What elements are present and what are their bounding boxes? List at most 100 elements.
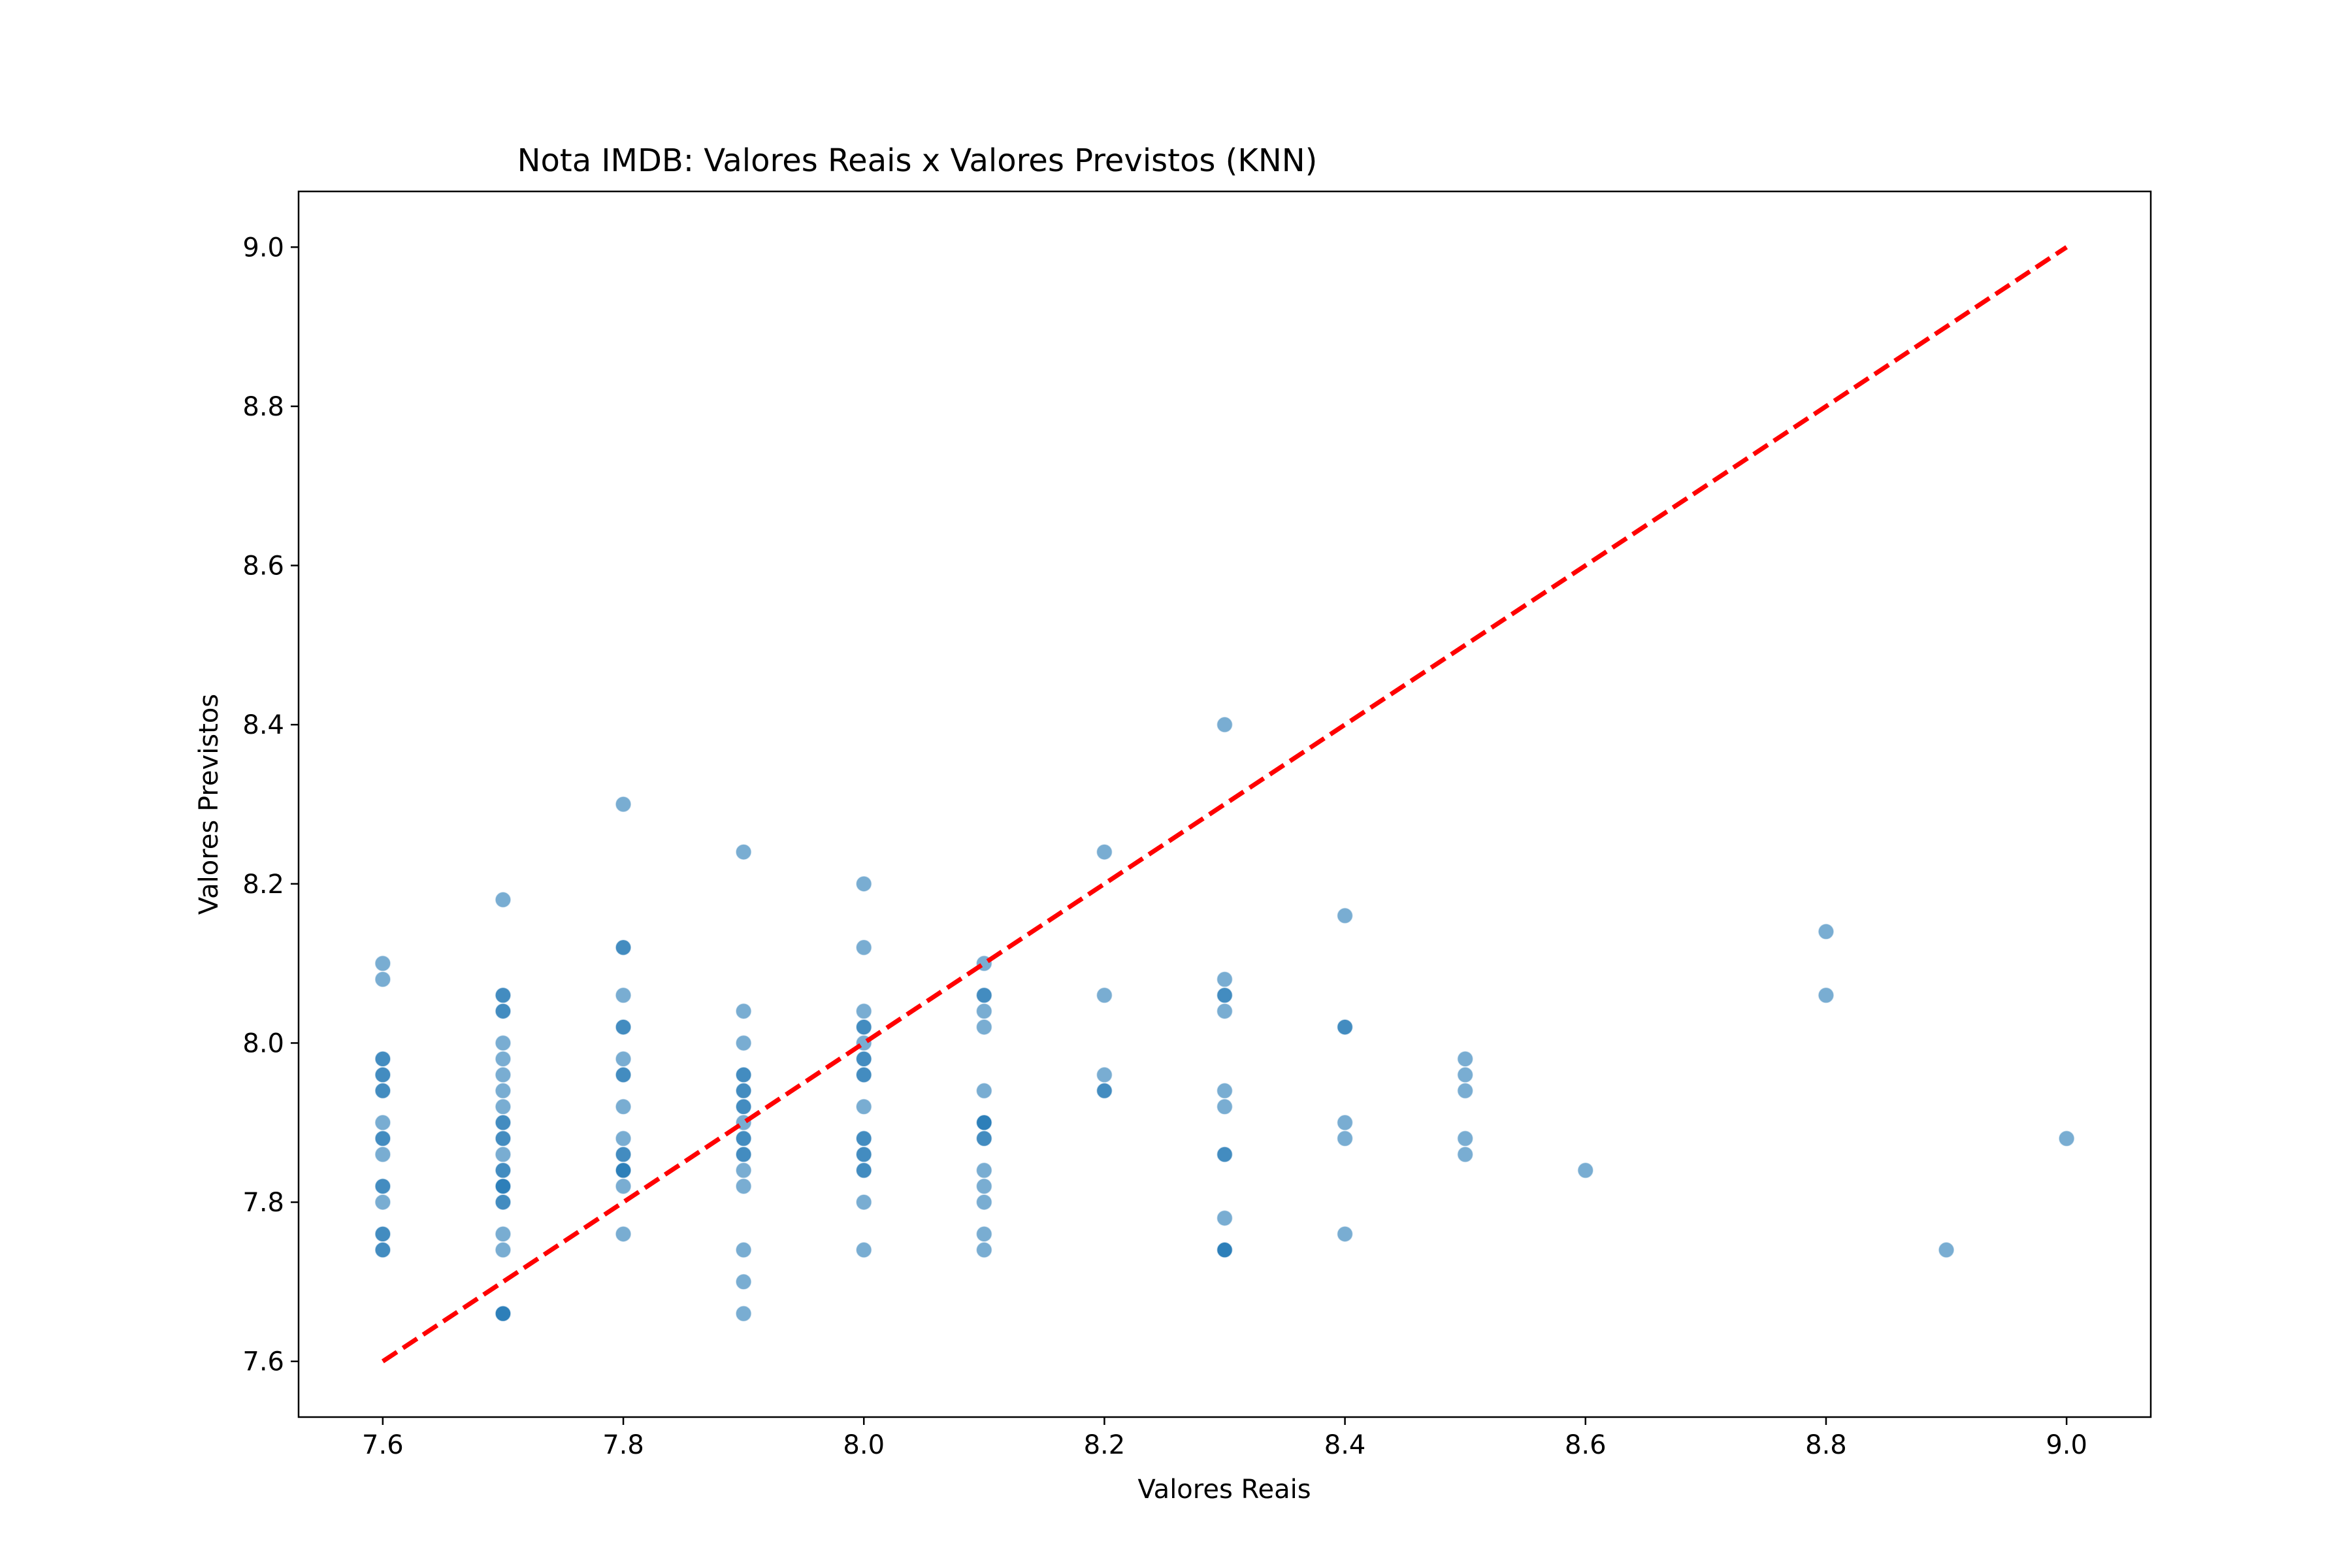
data-point xyxy=(1216,1146,1233,1163)
data-point xyxy=(855,939,872,956)
data-point xyxy=(374,1082,391,1100)
data-point xyxy=(855,1002,872,1020)
data-point xyxy=(374,955,391,972)
data-point xyxy=(495,1177,512,1195)
data-point xyxy=(1456,1051,1474,1068)
data-point xyxy=(975,1114,993,1132)
data-point xyxy=(975,1226,993,1243)
data-point xyxy=(1096,1066,1113,1083)
data-point xyxy=(615,1162,632,1179)
data-point xyxy=(615,1226,632,1243)
data-point xyxy=(735,1098,752,1115)
x-tick-label: 8.2 xyxy=(1084,1430,1126,1460)
data-point xyxy=(615,1098,632,1115)
data-point xyxy=(1336,1114,1354,1132)
data-point xyxy=(615,796,632,813)
data-point xyxy=(615,939,632,956)
data-point xyxy=(1336,907,1354,924)
data-point xyxy=(735,1273,752,1290)
y-tick-label: 9.0 xyxy=(242,233,284,263)
data-point xyxy=(1336,1130,1354,1147)
data-point xyxy=(855,1098,872,1115)
data-point xyxy=(1456,1146,1474,1163)
data-point xyxy=(1216,1209,1233,1227)
data-point xyxy=(1216,716,1233,733)
x-axis-label: Valores Reais xyxy=(1137,1475,1311,1505)
data-point xyxy=(615,1130,632,1147)
data-point xyxy=(495,1098,512,1115)
data-point xyxy=(495,1146,512,1163)
data-point xyxy=(615,1146,632,1163)
data-point xyxy=(495,1034,512,1052)
data-point xyxy=(615,1051,632,1068)
data-point xyxy=(495,1002,512,1020)
data-point xyxy=(975,1177,993,1195)
data-point xyxy=(1336,1226,1354,1243)
data-point xyxy=(1216,971,1233,988)
data-point xyxy=(735,1177,752,1195)
chart-title: Nota IMDB: Valores Reais x Valores Previ… xyxy=(517,142,1318,179)
data-point xyxy=(975,987,993,1004)
data-point xyxy=(735,1130,752,1147)
data-point xyxy=(855,1162,872,1179)
data-point xyxy=(1216,1082,1233,1100)
x-tick-label: 8.8 xyxy=(1805,1430,1847,1460)
data-point xyxy=(975,1082,993,1100)
data-point xyxy=(975,1241,993,1258)
data-point xyxy=(374,971,391,988)
x-tick-label: 7.8 xyxy=(602,1430,644,1460)
data-point xyxy=(374,1114,391,1132)
data-point xyxy=(1096,987,1113,1004)
data-point xyxy=(735,1034,752,1052)
data-point xyxy=(1577,1162,1594,1179)
data-point xyxy=(735,1002,752,1020)
data-point xyxy=(495,1066,512,1083)
x-tick-label: 8.0 xyxy=(843,1430,885,1460)
data-point xyxy=(1216,987,1233,1004)
data-point xyxy=(615,1019,632,1036)
y-tick-label: 8.4 xyxy=(242,710,284,740)
data-point xyxy=(374,1051,391,1068)
data-point xyxy=(855,1146,872,1163)
data-point xyxy=(735,1146,752,1163)
data-point xyxy=(374,1066,391,1083)
data-point xyxy=(735,1162,752,1179)
data-point xyxy=(735,1082,752,1100)
data-point xyxy=(374,1226,391,1243)
data-point xyxy=(615,1066,632,1083)
data-point xyxy=(1938,1241,1955,1258)
y-tick-label: 8.2 xyxy=(242,870,284,900)
data-point xyxy=(495,1194,512,1211)
data-point xyxy=(615,1177,632,1195)
data-point xyxy=(495,1162,512,1179)
x-tick-label: 9.0 xyxy=(2046,1430,2087,1460)
data-point xyxy=(1096,1082,1113,1100)
data-point xyxy=(735,843,752,860)
y-tick-label: 8.8 xyxy=(242,392,284,422)
data-point xyxy=(495,1130,512,1147)
data-point xyxy=(1096,843,1113,860)
data-point xyxy=(1336,1019,1354,1036)
data-point xyxy=(495,891,512,908)
data-point xyxy=(855,1019,872,1036)
data-point xyxy=(495,1305,512,1322)
data-point xyxy=(374,1177,391,1195)
data-point xyxy=(1456,1066,1474,1083)
data-point xyxy=(735,1066,752,1083)
data-point xyxy=(495,1051,512,1068)
y-tick-label: 8.0 xyxy=(242,1028,284,1058)
data-point xyxy=(1216,1002,1233,1020)
data-point xyxy=(1216,1241,1233,1258)
data-point xyxy=(495,1241,512,1258)
data-point xyxy=(495,987,512,1004)
data-point xyxy=(495,1082,512,1100)
data-point xyxy=(735,1241,752,1258)
data-point xyxy=(975,1194,993,1211)
data-point xyxy=(855,1241,872,1258)
data-point xyxy=(495,1226,512,1243)
y-tick-label: 7.8 xyxy=(242,1188,284,1218)
data-point xyxy=(855,875,872,892)
data-point xyxy=(855,1066,872,1083)
x-tick-label: 7.6 xyxy=(362,1430,404,1460)
